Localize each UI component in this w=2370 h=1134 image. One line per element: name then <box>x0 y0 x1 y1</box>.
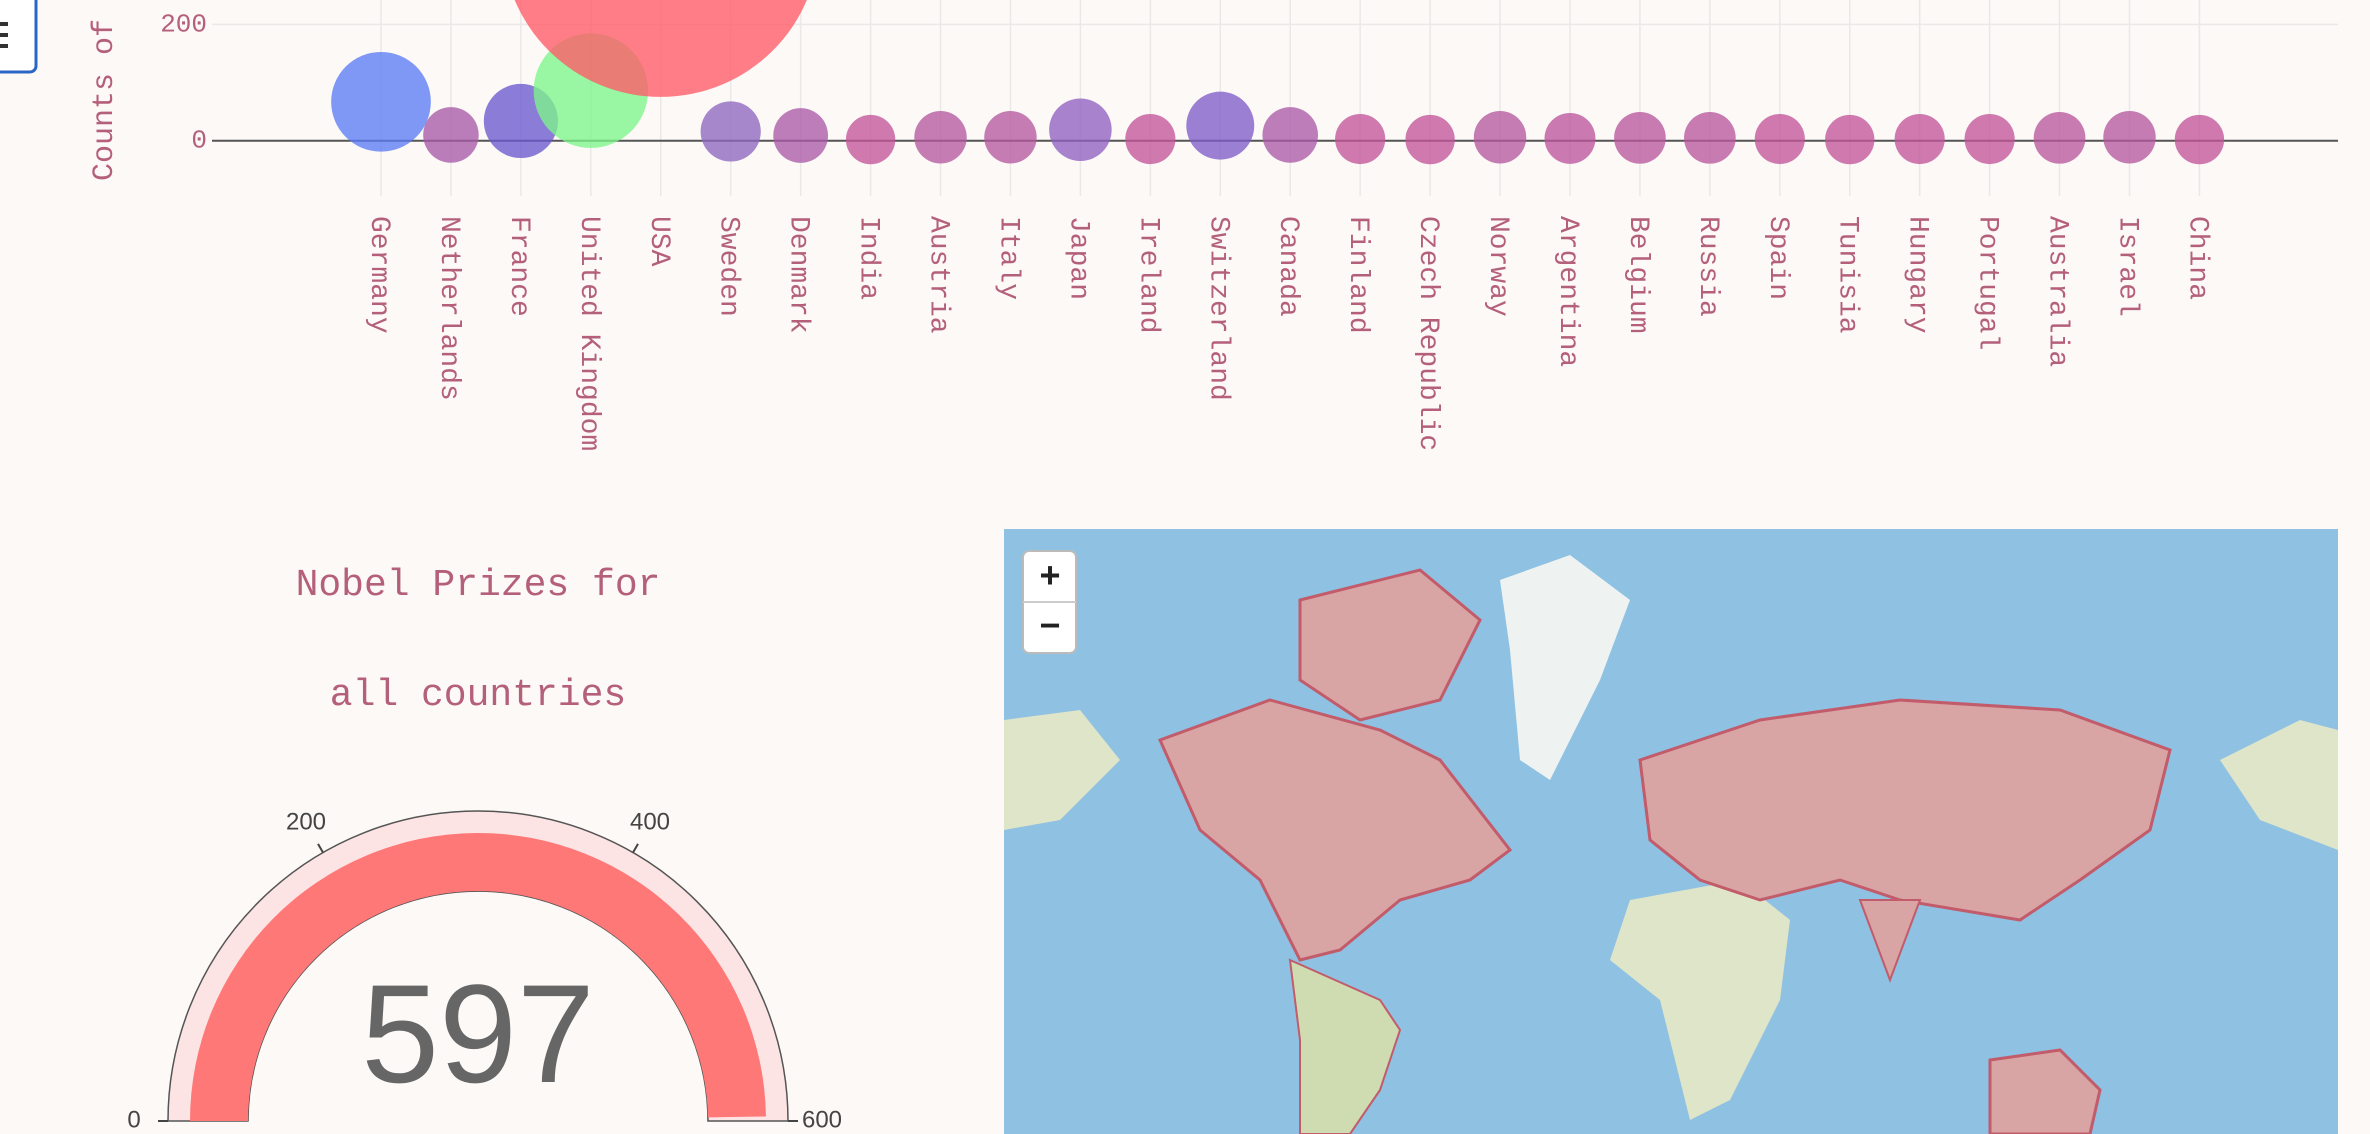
bubble <box>1825 114 1875 165</box>
x-tick-label: Israel <box>2112 216 2143 317</box>
x-tick-label: United Kingdom <box>573 216 604 451</box>
x-tick-label: Argentina <box>1552 216 1583 367</box>
gauge-tick-label: 400 <box>630 808 670 835</box>
bubble <box>2174 114 2225 165</box>
bubble <box>984 111 1037 164</box>
x-tick-label: Tunisia <box>1832 216 1863 334</box>
x-tick-label: Belgium <box>1622 216 1653 334</box>
bubble <box>2033 112 2086 164</box>
bubble <box>331 51 431 152</box>
x-tick-label: Sweden <box>713 216 744 317</box>
gauge-tick <box>632 843 639 854</box>
y-axis-label: Counts of <box>88 19 122 181</box>
x-tick-label: Hungary <box>1902 216 1933 334</box>
menu-button[interactable] <box>0 0 38 74</box>
y-tick-label: 0 <box>191 126 207 156</box>
x-tick-label: Czech Republic <box>1412 216 1443 451</box>
bubble <box>1405 114 1455 165</box>
gauge-bar <box>190 833 766 1121</box>
bubble <box>1049 98 1112 161</box>
gauge-value: 597 <box>361 955 595 1112</box>
gauge-tick <box>317 843 324 854</box>
bubble <box>845 114 896 165</box>
bubble <box>2103 111 2156 164</box>
x-tick-label: Finland <box>1342 216 1373 334</box>
x-tick-label: Russia <box>1692 216 1723 317</box>
bubble <box>1335 113 1386 165</box>
x-tick-label: Australia <box>2042 216 2073 367</box>
bubble <box>423 107 479 163</box>
x-tick-label: Switzerland <box>1202 216 1233 401</box>
bubble <box>1614 112 1666 164</box>
x-tick-label: Japan <box>1062 216 1093 300</box>
x-tick-label: Canada <box>1272 216 1303 317</box>
gauge-title: all countries <box>330 674 626 717</box>
map <box>1004 529 2338 1134</box>
gauge-tick-label: 600 <box>802 1106 842 1133</box>
bubble <box>914 111 967 164</box>
gauge-chart: Nobel Prizes for all countries 0 200 400 600 5… <box>127 564 842 1133</box>
zoom-in-button[interactable]: + <box>1039 555 1060 596</box>
bubble <box>1964 113 2015 165</box>
gauge-title: Nobel Prizes for <box>296 564 661 607</box>
x-tick-label: Ireland <box>1132 216 1163 334</box>
bubble <box>773 108 829 163</box>
zoom-controls: + − <box>1022 550 1077 654</box>
bubble <box>700 101 761 162</box>
gauge-tick-label: 200 <box>286 808 326 835</box>
bubble <box>1125 113 1176 165</box>
x-tick-label: France <box>503 216 534 317</box>
bubble <box>1754 113 1805 165</box>
y-tick-label: 200 <box>160 9 207 39</box>
bubble <box>514 0 807 97</box>
x-tick-label: Spain <box>1762 216 1793 300</box>
x-tick-label: Netherlands <box>433 216 464 401</box>
bubble <box>1473 111 1527 164</box>
bubble-chart: 0 200 Germany Netherlands France United Kingd… <box>160 0 2338 451</box>
gauge-tick-label: 0 <box>127 1106 140 1133</box>
bubble <box>1262 107 1318 163</box>
x-tick-label: USA <box>643 216 674 267</box>
x-tick-label: China <box>2181 216 2212 300</box>
x-tick-label: Norway <box>1482 216 1513 317</box>
x-tick-label: Portugal <box>1972 216 2003 350</box>
x-tick-label: India <box>853 216 884 300</box>
x-tick-label: Italy <box>992 216 1023 300</box>
bubble <box>1544 112 1596 164</box>
x-tick-label: Germany <box>363 216 394 334</box>
x-tick-label: Denmark <box>783 216 814 334</box>
bubble <box>1684 112 1736 164</box>
bubble <box>1894 113 1945 165</box>
zoom-out-button[interactable]: − <box>1039 605 1060 646</box>
bubble <box>1186 91 1255 160</box>
x-tick-label: Austria <box>923 216 954 334</box>
